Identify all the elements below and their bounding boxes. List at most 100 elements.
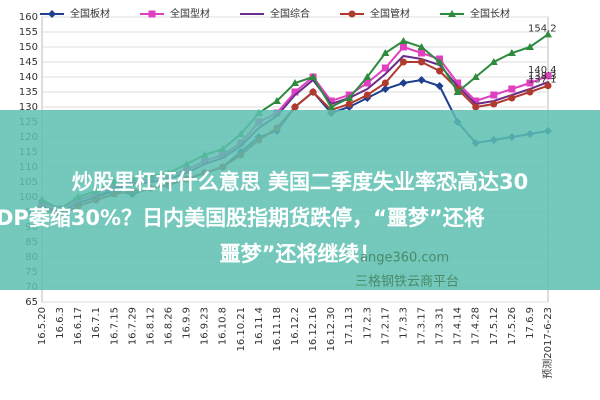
data-label: 140.4 xyxy=(528,65,557,76)
x-tick-label: 16.7.29 xyxy=(127,307,138,345)
legend-marker xyxy=(48,10,56,18)
y-tick-label: 130 xyxy=(19,102,38,113)
y-tick-label: 65 xyxy=(25,297,38,308)
data-point xyxy=(418,49,425,57)
data-point xyxy=(291,103,299,111)
legend-label: 全国长材 xyxy=(470,7,510,20)
data-point xyxy=(453,88,462,95)
data-point xyxy=(471,73,480,80)
data-point xyxy=(363,73,372,80)
x-tick-label: 16.9.23 xyxy=(200,307,211,345)
x-tick-label: 16.8.26 xyxy=(164,307,175,345)
data-point xyxy=(435,58,444,65)
data-point xyxy=(417,76,426,84)
data-point xyxy=(418,58,425,66)
x-tick-label: 预测2017-6-23 xyxy=(541,307,554,379)
data-point xyxy=(490,91,498,99)
data-point xyxy=(272,97,281,104)
x-tick-label: 16.10.21 xyxy=(236,307,247,352)
overlay-line: 炒股里杠杆什么意思 美国二季度失业率恐高达30 xyxy=(72,170,529,194)
data-point xyxy=(363,79,371,87)
x-tick-label: 16.7.15 xyxy=(109,307,120,345)
x-tick-label: 16.12.16 xyxy=(308,307,319,352)
x-tick-label: 17.2.3 xyxy=(362,307,373,339)
x-tick-label: 16.11.4 xyxy=(254,307,265,345)
data-point xyxy=(399,79,408,87)
legend-label: 全国管材 xyxy=(370,7,410,20)
x-tick-label: 17.3.17 xyxy=(417,307,428,345)
legend-label: 全国综合 xyxy=(270,7,310,20)
x-tick-label: 16.12.2 xyxy=(290,307,301,345)
x-tick-label: 16.8.12 xyxy=(145,307,156,345)
data-point xyxy=(309,73,318,80)
x-tick-label: 16.11.18 xyxy=(272,307,283,352)
data-label: 137.1 xyxy=(528,75,557,86)
x-tick-label: 16.9.9 xyxy=(182,307,193,339)
data-point xyxy=(345,94,354,101)
x-tick-label: 17.6.9 xyxy=(525,307,536,339)
legend-label: 全国板材 xyxy=(70,7,110,20)
data-point xyxy=(436,67,444,75)
data-point xyxy=(472,97,480,105)
data-point xyxy=(381,64,389,72)
x-tick-label: 17.5.26 xyxy=(507,307,518,345)
y-tick-label: 160 xyxy=(19,12,38,23)
data-point xyxy=(363,91,371,99)
data-point xyxy=(291,79,299,86)
data-point xyxy=(345,100,353,108)
data-point xyxy=(490,100,498,108)
data-point xyxy=(454,79,462,87)
y-tick-label: 140 xyxy=(19,72,38,83)
data-point xyxy=(507,49,516,56)
data-point xyxy=(544,82,552,90)
legend-marker xyxy=(148,10,156,18)
data-point xyxy=(291,88,299,96)
x-tick-label: 17.1.13 xyxy=(344,307,355,345)
x-tick-label: 16.5.20 xyxy=(37,307,48,345)
x-tick-label: 16.7.1 xyxy=(91,307,102,339)
x-tick-label: 16.10.8 xyxy=(218,307,229,345)
y-tick-label: 135 xyxy=(19,87,38,98)
overlay-banner xyxy=(0,110,600,290)
watermark: 三格钢铁云商平台 xyxy=(355,274,459,290)
data-point xyxy=(399,37,408,44)
data-point xyxy=(472,103,480,111)
data-point xyxy=(399,58,407,66)
data-point xyxy=(399,43,407,51)
data-point xyxy=(417,43,426,50)
x-tick-label: 17.5.12 xyxy=(489,307,500,345)
x-tick-label: 16.6.17 xyxy=(73,307,84,345)
x-tick-label: 17.4.14 xyxy=(453,307,464,345)
data-point xyxy=(525,43,534,50)
data-point xyxy=(309,88,317,96)
data-label: 154.2 xyxy=(528,23,557,34)
data-point xyxy=(508,85,516,93)
data-point xyxy=(381,49,390,56)
x-tick-label: 16.6.3 xyxy=(55,307,66,339)
y-tick-label: 150 xyxy=(19,42,38,53)
data-point xyxy=(435,82,444,90)
data-point xyxy=(327,103,336,110)
data-point xyxy=(526,88,534,96)
watermark: ange360.com xyxy=(360,251,449,266)
data-point xyxy=(381,79,389,87)
x-tick-label: 17.3.31 xyxy=(435,307,446,345)
data-point xyxy=(526,79,534,87)
data-point xyxy=(489,58,498,65)
x-tick-label: 17.2.17 xyxy=(380,307,391,345)
data-point xyxy=(544,30,552,38)
overlay-line: 噩梦”还将继续！ xyxy=(220,242,381,266)
data-point xyxy=(508,94,516,102)
overlay-line: DP萎缩30%？日内美国股指期货跌停，“噩梦”还将 xyxy=(0,206,485,230)
legend-marker xyxy=(448,10,456,17)
legend-marker xyxy=(348,10,356,18)
y-tick-label: 155 xyxy=(19,27,38,38)
data-point xyxy=(381,85,390,93)
x-tick-label: 17.3.3 xyxy=(398,307,409,339)
data-point xyxy=(327,97,335,105)
x-tick-label: 17.4.28 xyxy=(471,307,482,345)
legend-label: 全国型材 xyxy=(170,7,210,20)
y-tick-label: 145 xyxy=(19,57,38,68)
